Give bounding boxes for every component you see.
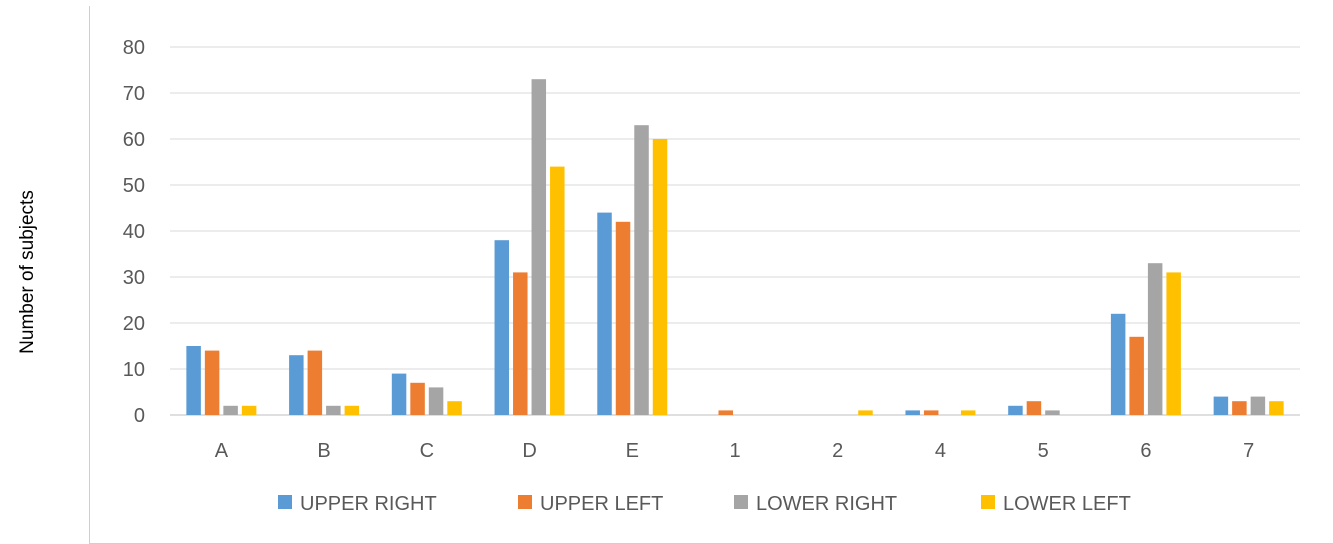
bar	[344, 405, 360, 415]
bar	[410, 382, 425, 415]
legend-swatch	[278, 495, 292, 509]
bar	[718, 410, 733, 415]
x-tick-label: 5	[1038, 440, 1049, 462]
y-tick-label: 70	[123, 83, 145, 105]
bar	[307, 350, 323, 415]
x-tick-label: 7	[1243, 440, 1254, 462]
bar	[1110, 313, 1126, 415]
bar	[531, 79, 547, 415]
bar	[241, 405, 257, 415]
x-tick-label: B	[317, 440, 330, 462]
bar	[326, 405, 341, 415]
bar	[858, 410, 873, 415]
y-axis-ticks: 0 10 20 30 40 50 60 70 80	[123, 37, 145, 427]
bar	[1232, 401, 1247, 415]
bar	[615, 221, 631, 415]
y-tick-label: 40	[123, 221, 145, 243]
bar	[652, 139, 668, 415]
x-tick-label: 1	[729, 440, 740, 462]
x-axis-ticks: A B C D E 1 2 4 5 6 7	[215, 440, 1255, 462]
bar	[391, 373, 407, 415]
x-tick-label: A	[215, 440, 229, 462]
x-tick-label: C	[420, 440, 434, 462]
y-tick-label: 0	[134, 405, 145, 427]
bar	[905, 410, 920, 415]
bar	[186, 346, 201, 415]
y-tick-label: 60	[123, 129, 145, 151]
bar	[1008, 405, 1023, 415]
bar	[494, 240, 510, 415]
legend-swatch	[981, 495, 995, 509]
bar	[513, 272, 528, 415]
bar	[923, 410, 939, 415]
legend-label: UPPER RIGHT	[300, 493, 437, 515]
bar	[1250, 396, 1266, 415]
bar	[289, 355, 304, 415]
y-tick-label: 50	[123, 175, 145, 197]
bar	[1129, 336, 1144, 415]
bar	[960, 410, 976, 415]
bar	[597, 212, 612, 415]
x-tick-label: 2	[832, 440, 843, 462]
legend-label: UPPER LEFT	[540, 493, 663, 515]
x-tick-label: 6	[1140, 440, 1151, 462]
bar	[1213, 396, 1229, 415]
legend: UPPER RIGHT UPPER LEFT LOWER RIGHT LOWER LE…	[278, 493, 1131, 515]
legend-swatch	[518, 495, 532, 509]
bar	[428, 387, 444, 415]
bar	[1269, 401, 1284, 415]
bar	[1026, 401, 1042, 415]
x-tick-label: 4	[935, 440, 946, 462]
bar	[1166, 272, 1181, 415]
y-tick-label: 10	[123, 359, 145, 381]
bar	[223, 405, 238, 415]
legend-label: LOWER RIGHT	[756, 493, 897, 515]
x-tick-label: E	[626, 440, 639, 462]
gridlines	[170, 46, 1300, 416]
x-tick-label: D	[522, 440, 536, 462]
bars	[186, 79, 1284, 415]
bar	[634, 125, 649, 415]
legend-label: LOWER LEFT	[1003, 493, 1131, 515]
y-tick-label: 20	[123, 313, 145, 335]
legend-swatch	[734, 495, 748, 509]
bar	[550, 166, 565, 415]
bar	[204, 350, 220, 415]
bar	[447, 401, 462, 415]
y-tick-label: 80	[123, 37, 145, 59]
bar	[1045, 410, 1060, 415]
bar	[1147, 263, 1163, 415]
y-tick-label: 30	[123, 267, 145, 289]
